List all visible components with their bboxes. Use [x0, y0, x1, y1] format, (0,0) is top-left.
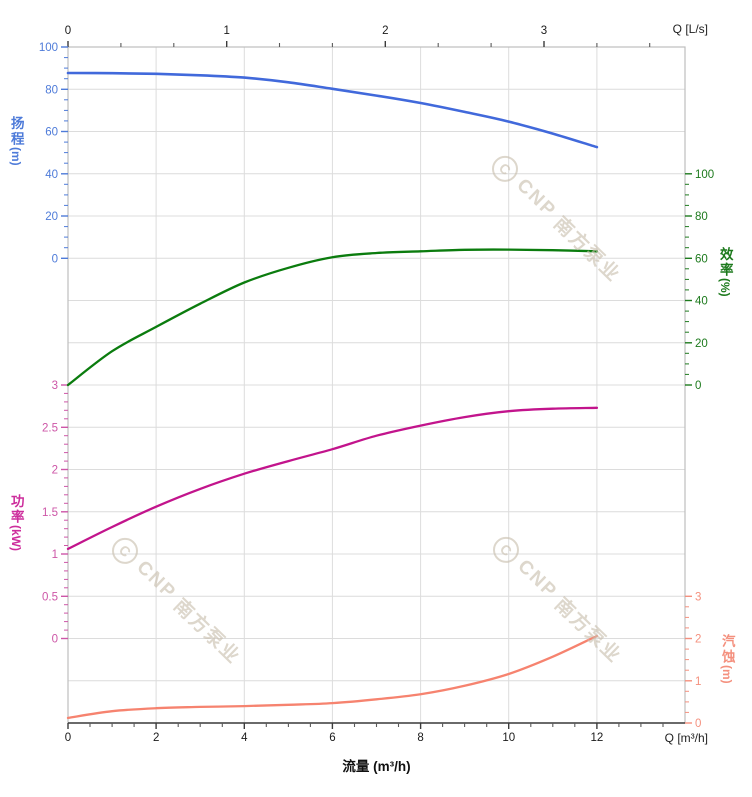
svg-text:1: 1 — [52, 549, 58, 561]
svg-text:40: 40 — [695, 296, 708, 308]
head-axis-title: 扬程(m) — [8, 116, 24, 166]
power-axis-title: 功率(kW) — [8, 494, 24, 551]
npsh-curve — [66, 634, 599, 720]
efficiency-curve — [66, 248, 599, 387]
svg-text:2: 2 — [153, 732, 159, 744]
svg-text:3: 3 — [541, 25, 547, 37]
svg-text:3: 3 — [695, 591, 701, 603]
efficiency-axis: 100 80 60 40 20 0 — [685, 169, 714, 392]
svg-text:3: 3 — [52, 380, 58, 392]
svg-text:0: 0 — [52, 253, 58, 265]
x-axis-title: 流量 (m³/h) — [342, 759, 411, 774]
svg-text:40: 40 — [45, 169, 58, 181]
svg-text:0.5: 0.5 — [42, 591, 58, 603]
svg-text:0: 0 — [695, 380, 701, 392]
svg-text:60: 60 — [695, 253, 708, 265]
svg-text:0: 0 — [65, 25, 71, 37]
svg-text:1: 1 — [223, 25, 229, 37]
head-curve — [66, 71, 599, 149]
power-axis-name: 功率 — [8, 494, 24, 525]
svg-text:1: 1 — [695, 676, 701, 688]
head-axis-name: 扬程 — [8, 116, 24, 147]
svg-text:0: 0 — [65, 732, 71, 744]
efficiency-axis-name: 效率 — [717, 247, 733, 278]
svg-text:100: 100 — [39, 42, 58, 54]
npsh-axis-title: 汽蚀(m) — [719, 634, 735, 684]
top-axis: 0 1 2 3 — [65, 25, 651, 47]
power-axis: 3 2.5 2 1.5 1 0.5 0 — [42, 380, 68, 646]
efficiency-axis-unit: (%) — [717, 278, 732, 297]
svg-text:0: 0 — [52, 634, 58, 646]
top-axis-unit-label: Q [L/s] — [672, 22, 708, 36]
efficiency-axis-title: 效率(%) — [717, 247, 733, 297]
power-axis-unit: (kW) — [8, 525, 23, 551]
npsh-axis-unit: (m) — [719, 665, 734, 684]
svg-text:20: 20 — [45, 211, 58, 223]
npsh-axis: 3 2 1 0 — [685, 591, 701, 730]
svg-text:0: 0 — [695, 718, 701, 730]
svg-text:1.5: 1.5 — [42, 507, 58, 519]
bottom-axis-unit-label: Q [m³/h] — [664, 731, 708, 745]
svg-text:60: 60 — [45, 127, 58, 139]
svg-text:2: 2 — [52, 465, 58, 477]
svg-text:2.5: 2.5 — [42, 422, 58, 434]
npsh-axis-name: 汽蚀 — [719, 634, 735, 665]
svg-text:80: 80 — [45, 84, 58, 96]
bottom-axis: 0 2 4 6 8 10 12 — [65, 722, 685, 744]
power-curve — [66, 406, 599, 551]
svg-text:8: 8 — [417, 732, 423, 744]
svg-text:12: 12 — [590, 732, 603, 744]
svg-text:6: 6 — [329, 732, 335, 744]
svg-text:4: 4 — [241, 732, 248, 744]
svg-text:100: 100 — [695, 169, 714, 181]
svg-text:20: 20 — [695, 338, 708, 350]
svg-text:2: 2 — [695, 634, 701, 646]
svg-text:10: 10 — [502, 732, 515, 744]
head-axis: 100 80 60 40 20 0 — [39, 42, 68, 265]
svg-text:2: 2 — [382, 25, 388, 37]
gridlines — [68, 47, 685, 723]
head-axis-unit: (m) — [8, 147, 23, 166]
svg-text:80: 80 — [695, 211, 708, 223]
